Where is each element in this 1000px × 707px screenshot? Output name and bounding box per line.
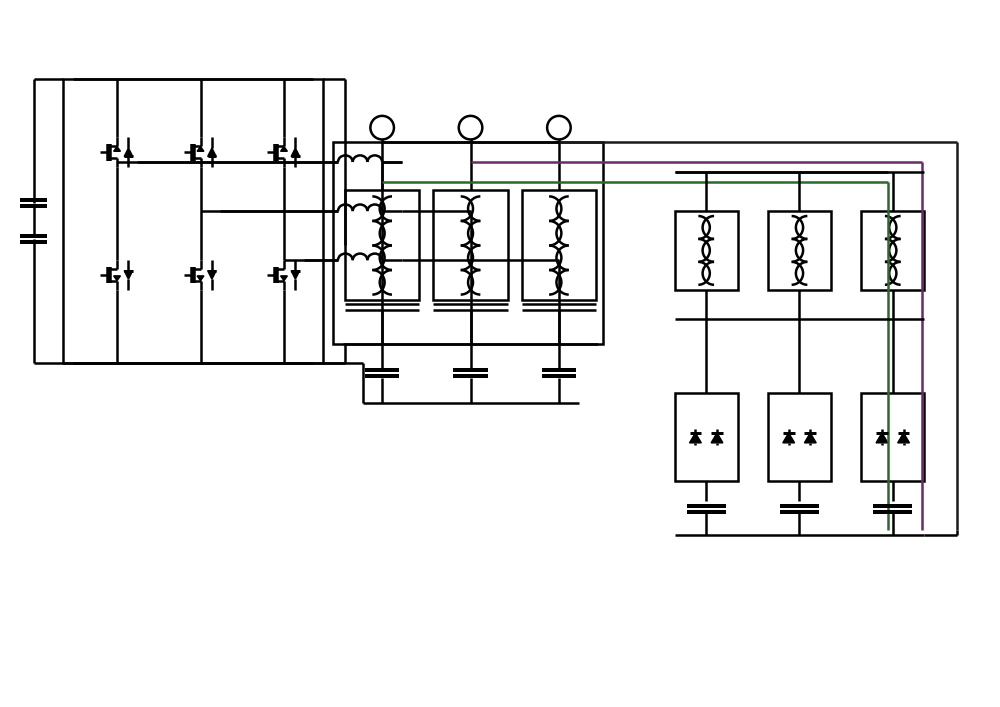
Bar xyxy=(333,142,603,344)
Polygon shape xyxy=(124,271,133,279)
Bar xyxy=(522,190,596,300)
Bar xyxy=(433,190,508,300)
Bar xyxy=(675,393,738,481)
Bar xyxy=(861,393,924,481)
Polygon shape xyxy=(114,276,120,281)
Polygon shape xyxy=(114,146,120,151)
Bar xyxy=(675,211,738,290)
Polygon shape xyxy=(281,276,287,281)
Bar xyxy=(63,78,323,363)
Polygon shape xyxy=(281,146,287,151)
Polygon shape xyxy=(208,148,216,156)
Polygon shape xyxy=(711,433,723,443)
Bar xyxy=(768,211,831,290)
Polygon shape xyxy=(124,148,133,156)
Polygon shape xyxy=(208,271,216,279)
Bar xyxy=(861,211,924,290)
Polygon shape xyxy=(783,433,795,443)
Polygon shape xyxy=(291,148,300,156)
Polygon shape xyxy=(876,433,888,443)
Polygon shape xyxy=(690,433,701,443)
Polygon shape xyxy=(197,276,204,281)
Bar xyxy=(345,190,419,300)
Bar xyxy=(768,393,831,481)
Polygon shape xyxy=(898,433,909,443)
Polygon shape xyxy=(291,271,300,279)
Polygon shape xyxy=(197,146,204,151)
Polygon shape xyxy=(804,433,816,443)
